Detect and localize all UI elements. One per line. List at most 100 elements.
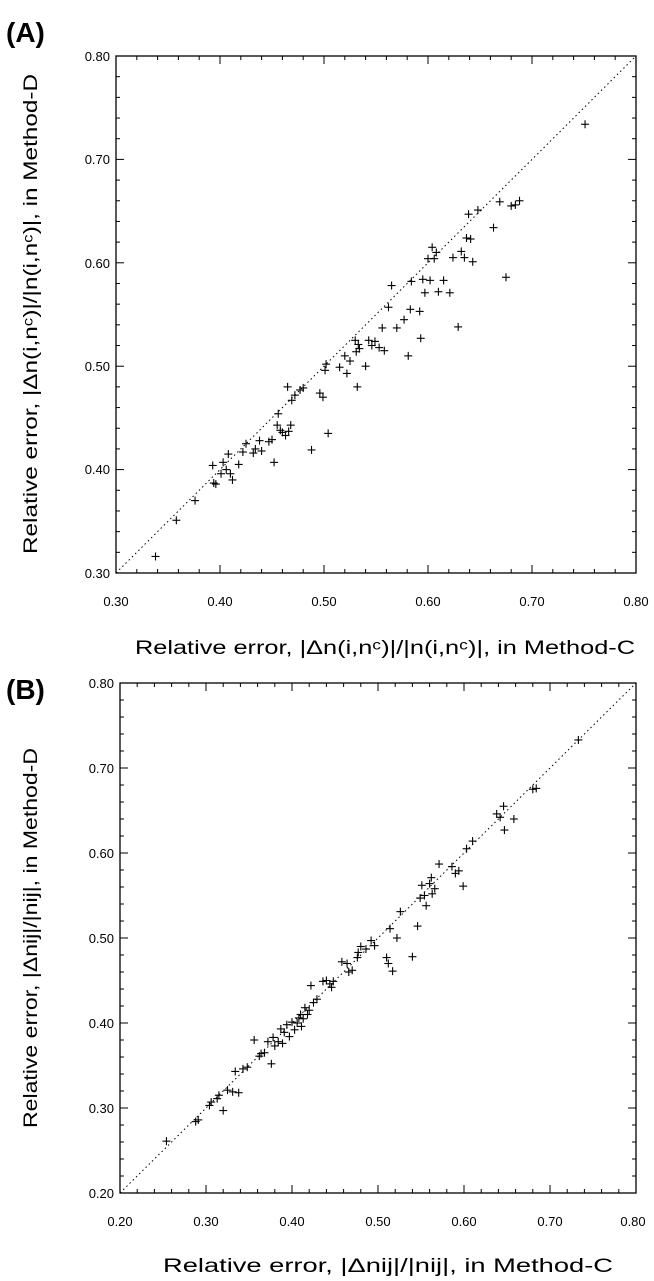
data-point [353, 953, 362, 962]
panel-b-x-tick-2: 0.40 [279, 1214, 304, 1229]
panel-b-y-tick-0: 0.20 [89, 1186, 114, 1201]
data-point [337, 957, 346, 966]
data-point [462, 844, 471, 853]
data-point [321, 366, 330, 375]
data-point [364, 336, 373, 345]
panel-b-x-tick-5: 0.70 [537, 1214, 562, 1229]
data-point [299, 1014, 308, 1023]
data-point [422, 901, 431, 910]
data-point [260, 1048, 269, 1057]
data-point [309, 998, 318, 1007]
data-point [307, 445, 316, 454]
data-point [224, 450, 233, 459]
data-point [282, 1020, 291, 1029]
data-point [382, 953, 391, 962]
panel-b-x-tick-labels: 0.20 0.30 0.40 0.50 0.60 0.70 0.80 [107, 1214, 645, 1229]
panel-a-y-tick-3: 0.60 [85, 256, 110, 271]
data-point [151, 552, 160, 561]
data-point [457, 247, 466, 256]
data-point [435, 860, 444, 869]
panel-a-plot-frame [115, 55, 637, 574]
data-point [312, 995, 321, 1004]
data-point [276, 1024, 285, 1033]
panel-b-x-tick-1: 0.30 [193, 1214, 218, 1229]
data-point [269, 1033, 278, 1042]
data-point [278, 1039, 287, 1048]
data-point [464, 210, 473, 219]
data-point [214, 1091, 223, 1100]
panel-b-y-tick-labels: 0.20 0.30 0.40 0.50 0.60 0.70 0.80 [89, 676, 114, 1201]
panel-b-label: (B) [6, 674, 45, 705]
data-point [426, 276, 435, 285]
data-point [223, 1086, 232, 1095]
data-point [194, 1115, 203, 1124]
panel-b-y-axis-title: Relative error, |Δnij|/|nij|, in Method-… [21, 748, 42, 1128]
panel-a-y-tick-labels: 0.30 0.40 0.50 0.60 0.70 0.80 [85, 49, 110, 581]
data-point [418, 275, 427, 284]
panel-a-y-tick-2: 0.50 [85, 359, 110, 374]
data-point [462, 233, 471, 242]
data-point [231, 1067, 240, 1076]
data-point [460, 253, 469, 262]
data-point [361, 362, 370, 371]
panel-a-x-tick-2: 0.50 [311, 594, 336, 609]
panel-b-x-tick-0: 0.20 [107, 1214, 132, 1229]
panel-a-x-tick-5: 0.80 [623, 594, 648, 609]
data-point [211, 480, 220, 489]
data-point [274, 409, 283, 418]
data-point [288, 1018, 296, 1027]
data-point [434, 287, 443, 296]
data-point [367, 936, 376, 945]
data-point [305, 1006, 314, 1015]
data-point [283, 382, 292, 391]
data-point [172, 516, 181, 525]
data-point [413, 922, 422, 931]
data-point [346, 357, 354, 366]
data-point [420, 288, 429, 297]
panel-a: (A) 0.30 0.40 0.50 0.60 0.70 0.80 0.30 0… [6, 17, 649, 659]
data-point [416, 894, 425, 903]
panel-b-points [162, 735, 583, 1146]
panel-b-y-tick-6: 0.80 [89, 676, 114, 691]
data-point [280, 1028, 289, 1037]
data-point [242, 439, 250, 448]
data-point [430, 254, 439, 263]
data-point [343, 959, 352, 968]
data-point [420, 891, 429, 900]
data-point [396, 907, 405, 916]
panel-b-y-tick-4: 0.60 [89, 846, 114, 861]
data-point [234, 1088, 243, 1097]
data-point [468, 837, 477, 846]
data-point [361, 945, 370, 954]
panel-a-points [151, 120, 590, 561]
data-point [384, 303, 393, 312]
data-point [284, 427, 293, 436]
data-point [344, 968, 353, 976]
data-point [386, 924, 395, 933]
data-point [473, 206, 482, 215]
data-point [378, 323, 387, 332]
data-point [209, 479, 218, 488]
data-point [406, 305, 415, 314]
data-point [340, 351, 349, 360]
panel-a-y-tick-0: 0.30 [85, 566, 110, 581]
data-point [375, 343, 384, 352]
data-point [511, 200, 520, 209]
data-point [370, 941, 379, 950]
panel-a-identity-line [115, 55, 637, 574]
data-point [219, 458, 228, 467]
panel-a-y-tick-1: 0.40 [85, 462, 110, 477]
data-point [315, 389, 324, 398]
data-point [219, 1106, 228, 1115]
data-point [356, 942, 365, 951]
data-point [251, 444, 260, 453]
data-point [499, 802, 508, 811]
data-point [432, 248, 441, 257]
panel-a-y-axis-title: Relative error, |Δn(i,nᶜ)|/|n(i,nᶜ)|, in… [21, 74, 42, 554]
panel-b-x-tick-3: 0.50 [365, 1214, 390, 1229]
data-point [228, 475, 237, 484]
data-point [255, 436, 264, 445]
panel-a-x-axis-title: Relative error, |Δn(i,nᶜ)|/|n(i,nᶜ)|, in… [135, 638, 635, 659]
data-point [191, 496, 200, 505]
